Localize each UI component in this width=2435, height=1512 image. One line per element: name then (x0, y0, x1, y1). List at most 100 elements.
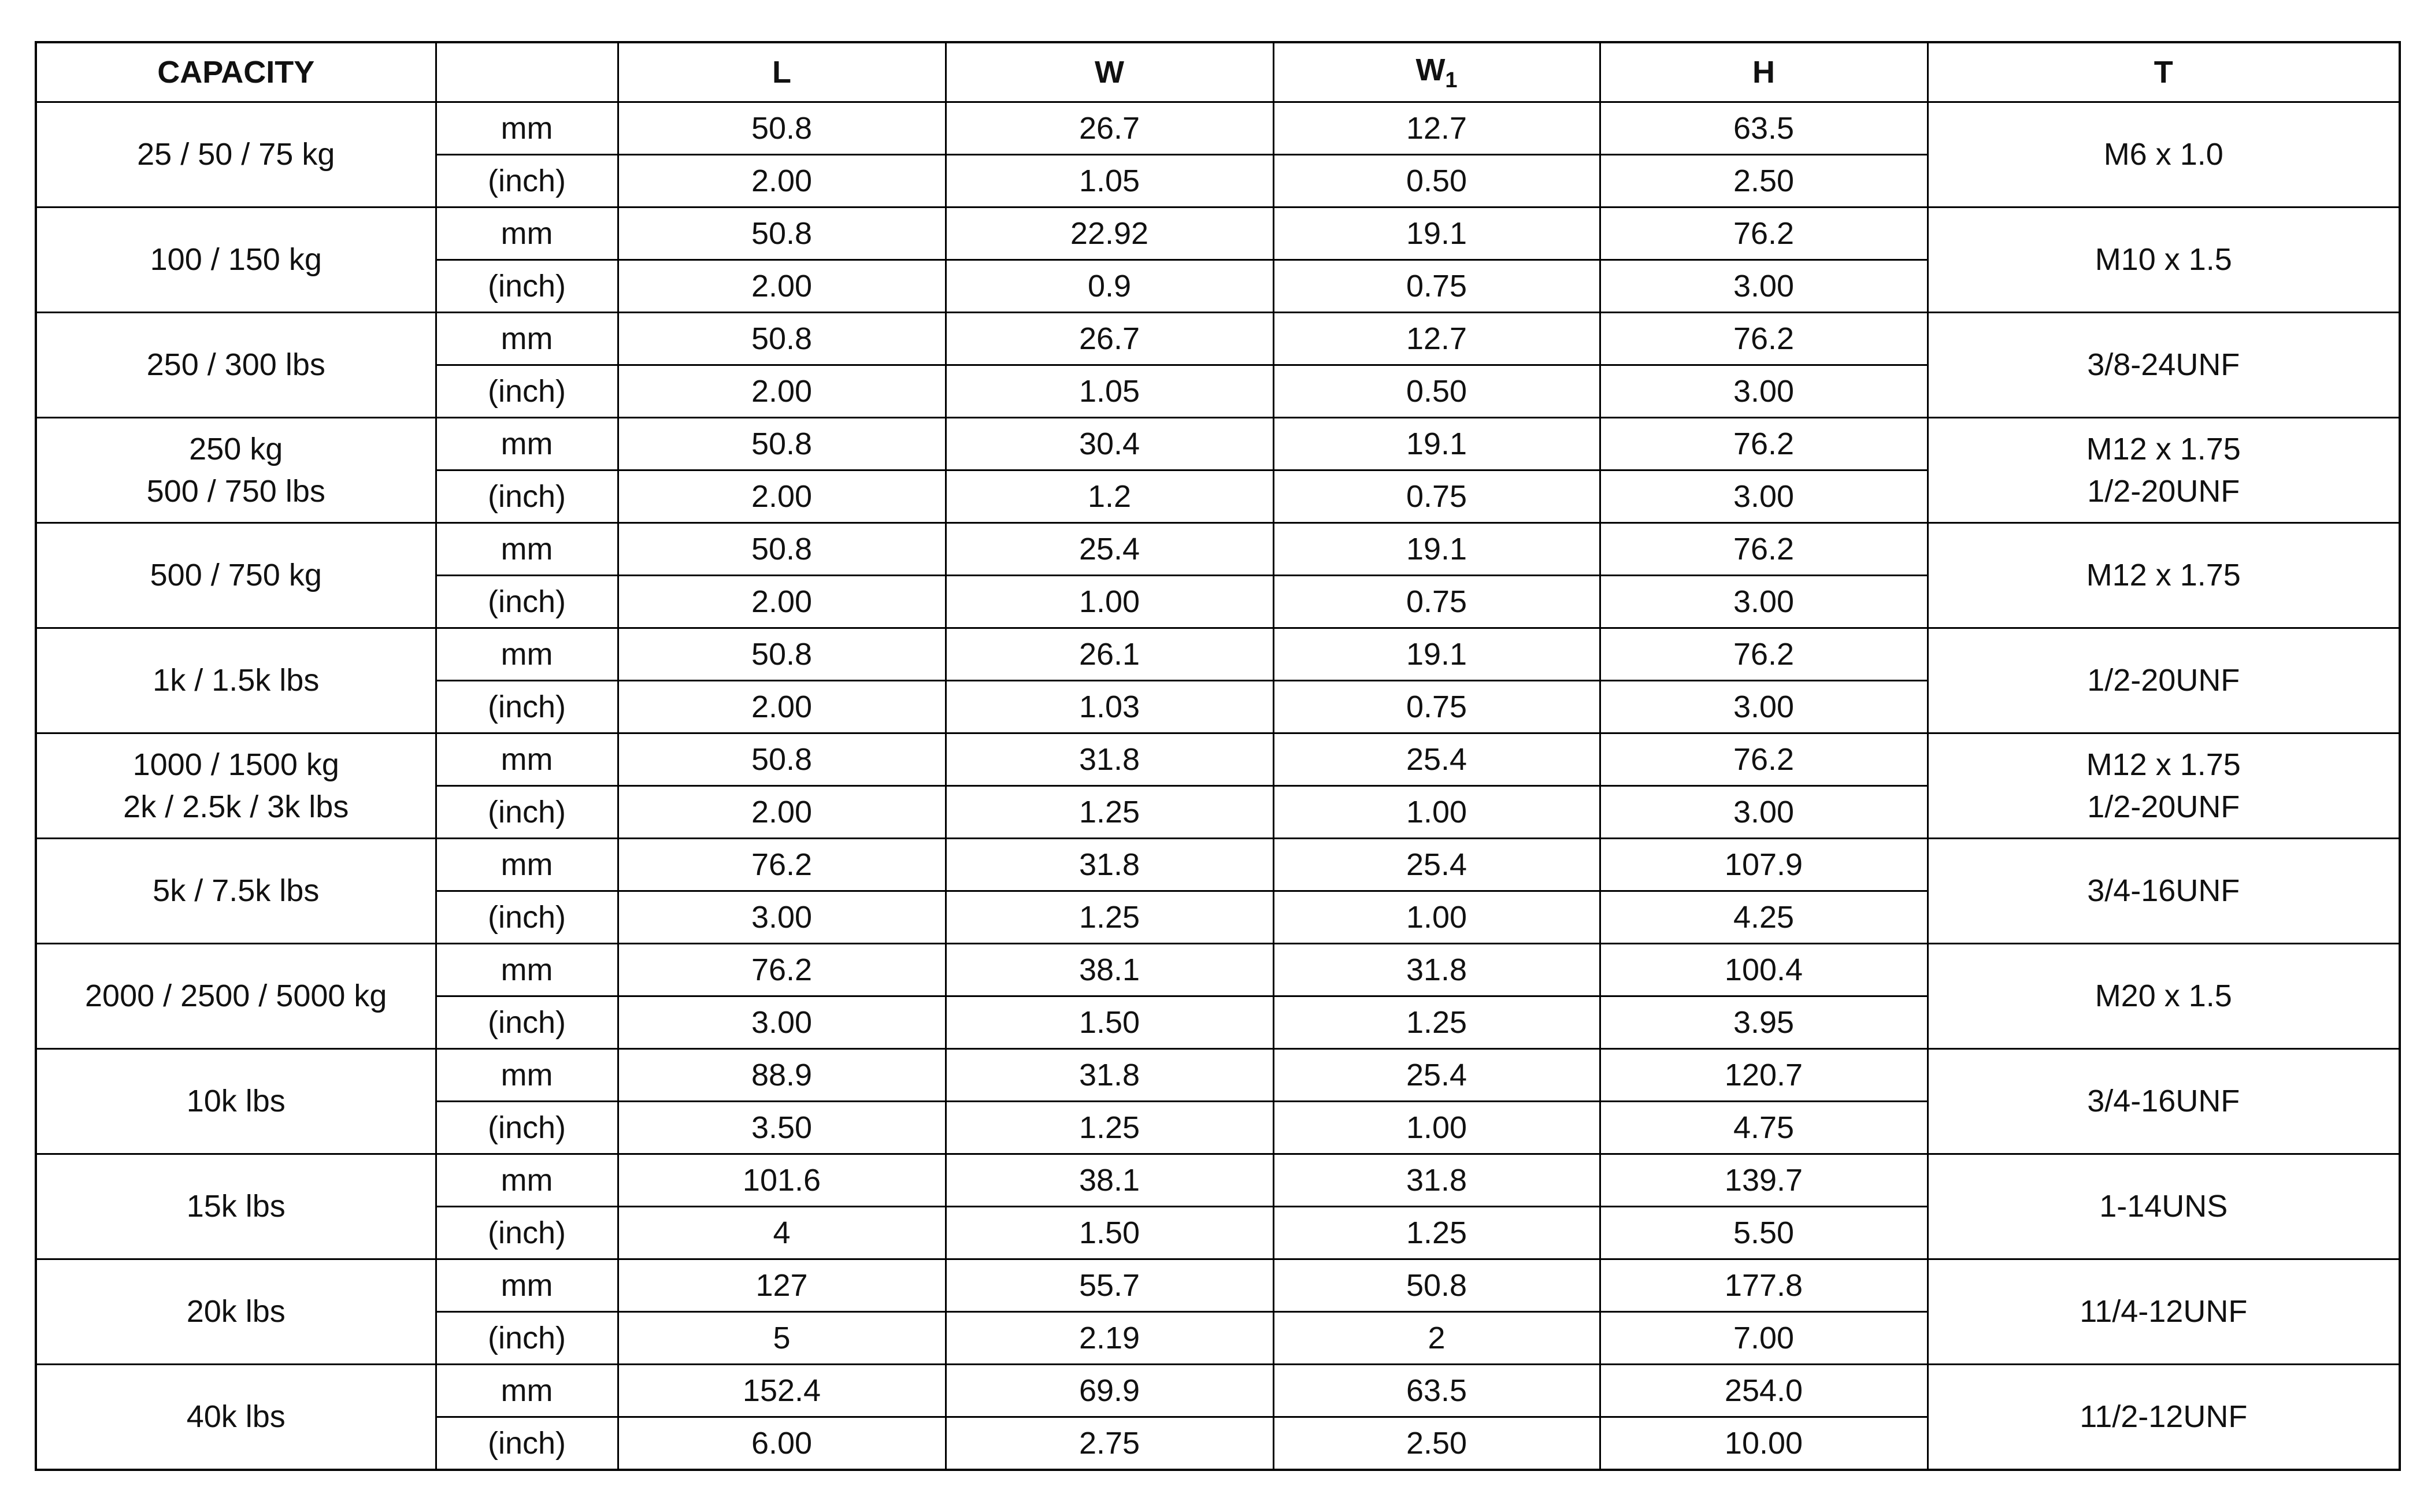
header-label: W (1415, 52, 1446, 87)
inch-cell: 3.95 (1599, 995, 1929, 1050)
mm-cell: 63.5 (1599, 101, 1929, 155)
row-mm: 250 kg 500 / 750 lbs mm 50.8 30.4 19.1 76.2 M12… (35, 417, 2401, 524)
mm-cell: 12.7 (1272, 312, 1601, 366)
header-cell: H (1599, 41, 1929, 103)
mm-cell: 254.0 (1599, 1363, 1929, 1418)
row-inch: (inch) 3.00 1.50 1.25 3.95 (36, 995, 2400, 1050)
unit-cell: (inch) (435, 469, 619, 524)
capacity-line: 250 / 300 lbs (146, 347, 325, 383)
header-label: T (2154, 54, 2173, 90)
inch-cell: 2.50 (1599, 154, 1929, 208)
capacity-cell: 15k lbs (35, 1153, 437, 1260)
row-mm: 40k lbs mm 152.4 69.9 63.5 254.0 11/2-12UNF (35, 1363, 2401, 1471)
header-label: W (1095, 54, 1124, 90)
header-cell: W (944, 41, 1274, 103)
mm-cell: 19.1 (1272, 206, 1601, 261)
row-mm: 500 / 750 kg mm 50.8 25.4 19.1 76.2 M12 x 1.75 (35, 522, 2401, 629)
row-inch: (inch) 6.00 2.75 2.50 10.00 (36, 1416, 2400, 1471)
thread-cell: 11/2-12UNF (1926, 1363, 2401, 1471)
header-subscript: 1 (1445, 68, 1458, 92)
row-inch: (inch) 2.00 1.03 0.75 3.00 (36, 680, 2400, 734)
thread-line: 1-14UNS (2099, 1189, 2228, 1224)
mm-cell: 38.1 (944, 1153, 1274, 1207)
unit-cell: mm (435, 1048, 619, 1102)
row-mm: 1000 / 1500 kg 2k / 2.5k / 3k lbs mm 50.8 31… (35, 732, 2401, 839)
header-label: H (1752, 54, 1775, 90)
thread-line: M12 x 1.75 (2086, 747, 2241, 782)
mm-cell: 100.4 (1599, 943, 1929, 997)
unit-cell: (inch) (435, 1416, 619, 1471)
capacity-line: 10k lbs (186, 1084, 286, 1119)
inch-cell: 3.50 (617, 1100, 947, 1155)
dimension-table: CAPACITY L W W1 H T 25 / 50 / 75 kg mm 50.8 26.7… (35, 41, 2401, 1471)
thread-line: 11/4-12UNF (2080, 1294, 2248, 1329)
mm-cell: 50.8 (617, 206, 947, 261)
mm-cell: 55.7 (944, 1258, 1274, 1313)
inch-cell: 3.00 (617, 995, 947, 1050)
inch-cell: 1.03 (944, 680, 1274, 734)
mm-cell: 50.8 (617, 312, 947, 366)
unit-cell: mm (435, 943, 619, 997)
unit-cell: (inch) (435, 154, 619, 208)
thread-line: 3/4-16UNF (2087, 873, 2240, 909)
inch-cell: 1.2 (944, 469, 1274, 524)
row-inch: (inch) 5 2.19 2 7.00 (36, 1311, 2400, 1365)
thread-line: 1/2-20UNF (2087, 663, 2240, 698)
mm-cell: 26.7 (944, 312, 1274, 366)
mm-cell: 30.4 (944, 417, 1274, 471)
mm-cell: 19.1 (1272, 417, 1601, 471)
unit-cell: (inch) (435, 364, 619, 418)
mm-cell: 50.8 (617, 417, 947, 471)
inch-cell: 0.75 (1272, 259, 1601, 313)
header-cell: W1 (1272, 41, 1601, 103)
thread-cell: M12 x 1.75 (1926, 522, 2401, 629)
table-body: 25 / 50 / 75 kg mm 50.8 26.7 12.7 63.5 M6 x 1.… (35, 101, 2401, 1471)
inch-cell: 4 (617, 1206, 947, 1260)
thread-line: M6 x 1.0 (2103, 137, 2223, 172)
capacity-cell: 250 kg 500 / 750 lbs (35, 417, 437, 524)
row-inch: (inch) 3.50 1.25 1.00 4.75 (36, 1100, 2400, 1155)
mm-cell: 76.2 (1599, 206, 1929, 261)
mm-cell: 22.92 (944, 206, 1274, 261)
mm-cell: 120.7 (1599, 1048, 1929, 1102)
inch-cell: 3.00 (1599, 575, 1929, 629)
capacity-line: 25 / 50 / 75 kg (137, 137, 335, 172)
inch-cell: 2.00 (617, 154, 947, 208)
inch-cell: 2 (1272, 1311, 1601, 1365)
mm-cell: 31.8 (1272, 1153, 1601, 1207)
inch-cell: 1.00 (1272, 785, 1601, 839)
capacity-line: 100 / 150 kg (150, 242, 322, 277)
thread-cell: 3/4-16UNF (1926, 1048, 2401, 1155)
capacity-cell: 1000 / 1500 kg 2k / 2.5k / 3k lbs (35, 732, 437, 839)
mm-cell: 25.4 (1272, 1048, 1601, 1102)
mm-cell: 152.4 (617, 1363, 947, 1418)
unit-cell: mm (435, 417, 619, 471)
inch-cell: 2.50 (1272, 1416, 1601, 1471)
inch-cell: 3.00 (1599, 785, 1929, 839)
capacity-cell: 2000 / 2500 / 5000 kg (35, 943, 437, 1050)
capacity-cell: 1k / 1.5k lbs (35, 627, 437, 734)
row-mm: 100 / 150 kg mm 50.8 22.92 19.1 76.2 M10 x 1.5 (35, 206, 2401, 313)
mm-cell: 25.4 (1272, 837, 1601, 892)
row-mm: 15k lbs mm 101.6 38.1 31.8 139.7 1-14UNS (35, 1153, 2401, 1260)
row-mm: 250 / 300 lbs mm 50.8 26.7 12.7 76.2 3/8-24UNF (35, 312, 2401, 418)
thread-line: 1/2-20UNF (2087, 473, 2240, 509)
unit-cell: mm (435, 1363, 619, 1418)
inch-cell: 2.00 (617, 469, 947, 524)
mm-cell: 31.8 (1272, 943, 1601, 997)
capacity-line: 20k lbs (186, 1294, 286, 1329)
unit-cell: mm (435, 101, 619, 155)
inch-cell: 0.75 (1272, 680, 1601, 734)
inch-cell: 1.50 (944, 1206, 1274, 1260)
header-cell: CAPACITY (35, 41, 437, 103)
capacity-cell: 10k lbs (35, 1048, 437, 1155)
unit-cell: (inch) (435, 575, 619, 629)
row-mm: 10k lbs mm 88.9 31.8 25.4 120.7 3/4-16UNF (35, 1048, 2401, 1155)
inch-cell: 1.25 (944, 1100, 1274, 1155)
row-inch: (inch) 4 1.50 1.25 5.50 (36, 1206, 2400, 1260)
mm-cell: 31.8 (944, 1048, 1274, 1102)
inch-cell: 2.19 (944, 1311, 1274, 1365)
header-label: L (772, 54, 791, 90)
inch-cell: 1.00 (1272, 890, 1601, 944)
header-cell: T (1926, 41, 2401, 103)
